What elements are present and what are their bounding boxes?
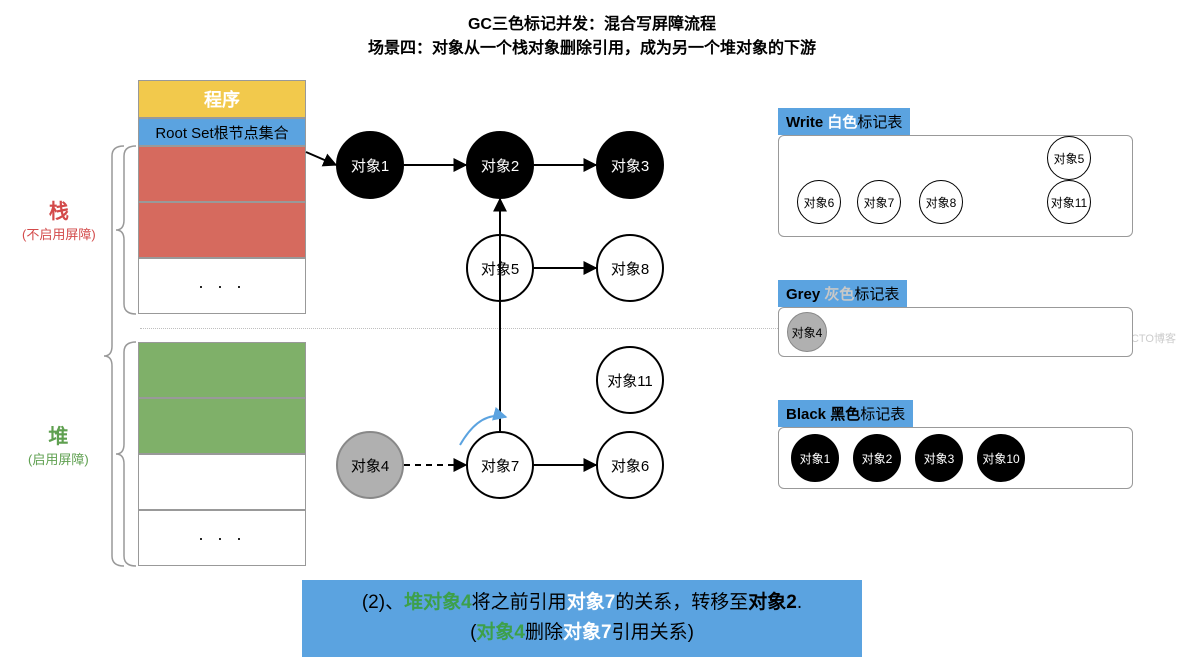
heap-label-sub: (启用屏障) bbox=[28, 449, 89, 468]
stack-heap-row bbox=[138, 202, 306, 258]
stack-heap-row bbox=[138, 342, 306, 398]
title-block: GC三色标记并发：混合写屏障流程 场景四：对象从一个栈对象删除引用，成为另一个堆… bbox=[0, 0, 1184, 58]
caption-box: (2)、堆对象4将之前引用对象7的关系，转移至对象2.(对象4删除对象7引用关系… bbox=[302, 580, 862, 657]
mark-item: 对象6 bbox=[797, 180, 841, 224]
node-obj5: 对象5 bbox=[466, 234, 534, 302]
heap-label: 堆 (启用屏障) bbox=[28, 420, 89, 468]
title-line1: GC三色标记并发：混合写屏障流程 bbox=[0, 10, 1184, 34]
node-obj3: 对象3 bbox=[596, 131, 664, 199]
node-obj4: 对象4 bbox=[336, 431, 404, 499]
stack-label-sub: (不启用屏障) bbox=[22, 224, 96, 243]
mark-item: 对象5 bbox=[1047, 136, 1091, 180]
program-box: 程序 bbox=[138, 80, 306, 118]
mark-item: 对象1 bbox=[791, 434, 839, 482]
node-obj2: 对象2 bbox=[466, 131, 534, 199]
mark-body-black: 对象1 对象2 对象3 对象10 bbox=[778, 427, 1133, 489]
mark-body-grey: 对象4 bbox=[778, 307, 1133, 357]
stack-heap-row bbox=[138, 454, 306, 510]
stack-label: 栈 (不启用屏障) bbox=[22, 195, 96, 243]
mark-header-white: Write 白色标记表 bbox=[778, 108, 910, 135]
mark-item: 对象3 bbox=[915, 434, 963, 482]
stack-heap-row bbox=[138, 398, 306, 454]
mark-table-white: Write 白色标记表对象5 对象6 对象7 对象8 对象11 bbox=[778, 108, 1133, 237]
mark-item: 对象10 bbox=[977, 434, 1025, 482]
node-obj1: 对象1 bbox=[336, 131, 404, 199]
stack-heap-row: · · · bbox=[138, 258, 306, 314]
mark-table-black: Black 黑色标记表对象1 对象2 对象3 对象10 bbox=[778, 400, 1133, 489]
node-obj7: 对象7 bbox=[466, 431, 534, 499]
mark-item: 对象2 bbox=[853, 434, 901, 482]
node-obj6: 对象6 bbox=[596, 431, 664, 499]
mark-header-grey: Grey 灰色标记表 bbox=[778, 280, 907, 307]
mark-table-grey: Grey 灰色标记表对象4 bbox=[778, 280, 1133, 357]
mark-item: 对象11 bbox=[1047, 180, 1091, 224]
node-obj8: 对象8 bbox=[596, 234, 664, 302]
heap-label-main: 堆 bbox=[28, 420, 89, 449]
stack-heap-row bbox=[138, 146, 306, 202]
dotted-separator bbox=[140, 328, 778, 329]
node-obj11: 对象11 bbox=[596, 346, 664, 414]
mark-header-black: Black 黑色标记表 bbox=[778, 400, 913, 427]
title-line2: 场景四：对象从一个栈对象删除引用，成为另一个堆对象的下游 bbox=[0, 34, 1184, 58]
mark-body-white: 对象5 对象6 对象7 对象8 对象11 bbox=[778, 135, 1133, 237]
mark-item: 对象8 bbox=[919, 180, 963, 224]
stack-label-main: 栈 bbox=[22, 195, 96, 224]
mark-item: 对象7 bbox=[857, 180, 901, 224]
stack-heap-row: · · · bbox=[138, 510, 306, 566]
mark-item: 对象4 bbox=[787, 312, 827, 352]
rootset-box: Root Set根节点集合 bbox=[138, 118, 306, 146]
